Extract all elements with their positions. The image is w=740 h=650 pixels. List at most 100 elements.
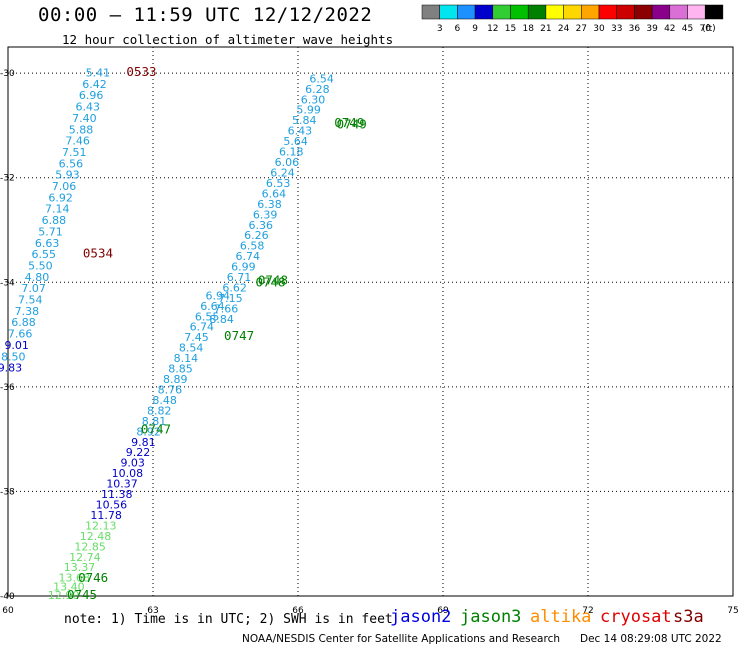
swh-data-label: 6.55 bbox=[32, 248, 57, 261]
swh-data-label: 11.38 bbox=[101, 488, 133, 501]
satellite-legend-jason3: jason3 bbox=[460, 607, 522, 627]
swh-data-label: 13.37 bbox=[64, 561, 96, 574]
swh-data-label: 7.40 bbox=[72, 112, 97, 125]
colorbar-tick-label: 42 bbox=[664, 24, 675, 34]
swh-data-label: 6.64 bbox=[200, 300, 225, 313]
footer-timestamp: Dec 14 08:29:08 UTC 2022 bbox=[580, 633, 722, 645]
swh-data-label: 7.51 bbox=[62, 146, 87, 159]
colorbar-tick-label: 21 bbox=[540, 24, 551, 34]
swh-data-label: 9.01 bbox=[4, 339, 29, 352]
swh-data-label: 12.85 bbox=[74, 540, 106, 553]
colorbar-swatch bbox=[510, 4, 529, 20]
swh-data-label: 8.48 bbox=[152, 394, 177, 407]
pass-time-label: 0533 bbox=[126, 64, 156, 79]
swh-data-label: 6.43 bbox=[76, 101, 101, 114]
swh-data-label: 9.81 bbox=[131, 436, 156, 449]
colorbar-swatch bbox=[598, 4, 617, 20]
colorbar-swatch bbox=[563, 4, 582, 20]
x-tick-label: 60 bbox=[2, 606, 14, 616]
swh-data-label: 6.26 bbox=[244, 229, 269, 242]
swh-data-label: 6.62 bbox=[222, 282, 247, 295]
swh-data-label: 13.68 bbox=[58, 572, 90, 585]
swh-data-label: 10.37 bbox=[106, 478, 138, 491]
swh-data-label: 8.84 bbox=[209, 313, 234, 326]
swh-data-label: 7.38 bbox=[15, 305, 40, 318]
y-tick-label: -40 bbox=[0, 592, 15, 602]
swh-data-label: 5.50 bbox=[28, 260, 53, 273]
pass-time-label: 0748 bbox=[255, 274, 285, 289]
colorbar-swatch bbox=[669, 4, 688, 20]
swh-data-label: 6.96 bbox=[79, 89, 104, 102]
swh-data-label: 6.30 bbox=[301, 93, 326, 106]
page-subtitle: 12 hour collection of altimeter wave hei… bbox=[62, 32, 394, 47]
swh-data-label: 9.83 bbox=[0, 362, 22, 375]
pass-time-label: 0746 bbox=[78, 570, 108, 585]
pass-time-label: 0534 bbox=[83, 246, 113, 261]
swh-data-label: 5.99 bbox=[296, 104, 321, 117]
y-tick-label: -36 bbox=[0, 383, 15, 393]
swh-data-label: 10.08 bbox=[112, 467, 144, 480]
satellite-legend-altika: altika bbox=[530, 607, 592, 627]
pass-time-label: 0747 bbox=[224, 328, 254, 343]
swh-data-label: 6.74 bbox=[235, 250, 260, 263]
swh-data-label: 7.66 bbox=[8, 328, 33, 341]
swh-data-label: 6.71 bbox=[227, 271, 252, 284]
swh-data-label: 8.92 bbox=[136, 425, 161, 438]
page-title: 00:00 – 11:59 UTC 12/12/2022 bbox=[38, 4, 373, 26]
swh-data-label: 8.50 bbox=[1, 351, 26, 364]
x-tick-label: 66 bbox=[292, 606, 304, 616]
swh-data-label: 8.54 bbox=[179, 342, 204, 355]
pass-time-label: 0748 bbox=[258, 273, 288, 288]
swh-data-label: 8.85 bbox=[168, 363, 193, 376]
footer-credit: NOAA/NESDIS Center for Satellite Applica… bbox=[242, 633, 560, 645]
pass-time-label: 0747 bbox=[141, 422, 171, 437]
swh-data-label: 6.56 bbox=[59, 158, 84, 171]
swh-data-label: 6.43 bbox=[288, 125, 313, 138]
swh-data-label: 7.15 bbox=[218, 292, 243, 305]
plot-frame bbox=[7, 46, 734, 597]
swh-data-label: 11.78 bbox=[90, 509, 122, 522]
colorbar-swatch bbox=[651, 4, 671, 20]
swh-data-label: 6.28 bbox=[305, 83, 330, 96]
swh-data-label: 7.07 bbox=[21, 282, 46, 295]
swh-data-label: 6.88 bbox=[11, 316, 36, 329]
colorbar-swatch bbox=[421, 4, 440, 20]
y-tick-label: -30 bbox=[0, 69, 15, 79]
swh-data-label: 6.06 bbox=[275, 156, 300, 169]
swh-data-label: 4.80 bbox=[25, 271, 50, 284]
pass-time-label: 0745 bbox=[67, 587, 97, 602]
pass-time-label: 0749 bbox=[337, 116, 367, 131]
swh-data-label: 9.03 bbox=[120, 457, 145, 470]
colorbar-tick-label: 33 bbox=[611, 24, 622, 34]
swh-data-label: 6.88 bbox=[42, 214, 67, 227]
x-tick-label: 75 bbox=[727, 606, 738, 616]
swh-data-label: 6.54 bbox=[309, 72, 334, 85]
swh-data-label: 12.90 bbox=[48, 589, 80, 602]
swh-data-label: 7.14 bbox=[45, 203, 70, 216]
colorbar-swatch bbox=[527, 4, 547, 20]
satellite-legend-s3a: s3a bbox=[673, 607, 704, 627]
swh-data-label: 7.46 bbox=[65, 135, 90, 148]
colorbar-tick-label: 6 bbox=[455, 24, 461, 34]
footer-note: note: 1) Time is in UTC; 2) SWH is in fe… bbox=[64, 612, 393, 627]
colorbar-tick-label: 36 bbox=[629, 24, 641, 34]
x-tick-label: 72 bbox=[582, 606, 593, 616]
colorbar-swatch bbox=[687, 4, 706, 20]
swh-data-label: 7.54 bbox=[18, 294, 43, 307]
pass-time-label: 0749 bbox=[334, 115, 364, 130]
swh-data-label: 6.24 bbox=[270, 166, 295, 179]
swh-data-label: 6.64 bbox=[262, 187, 287, 200]
swh-data-label: 7.45 bbox=[184, 331, 209, 344]
colorbar-tick-label: 30 bbox=[593, 24, 605, 34]
y-tick-label: -38 bbox=[0, 487, 15, 497]
colorbar-unit: (ft) bbox=[702, 24, 716, 34]
colorbar-swatch bbox=[492, 4, 511, 20]
swh-data-label: 5.64 bbox=[283, 135, 308, 148]
swh-data-label: 6.38 bbox=[257, 198, 282, 211]
swh-data-label: 6.92 bbox=[48, 192, 73, 205]
colorbar-swatch bbox=[439, 4, 458, 20]
colorbar-swatch bbox=[634, 4, 653, 20]
colorbar-swatch bbox=[474, 4, 494, 20]
swh-data-label: 12.13 bbox=[85, 519, 117, 532]
colorbar-tick-label: 70 bbox=[699, 24, 711, 34]
